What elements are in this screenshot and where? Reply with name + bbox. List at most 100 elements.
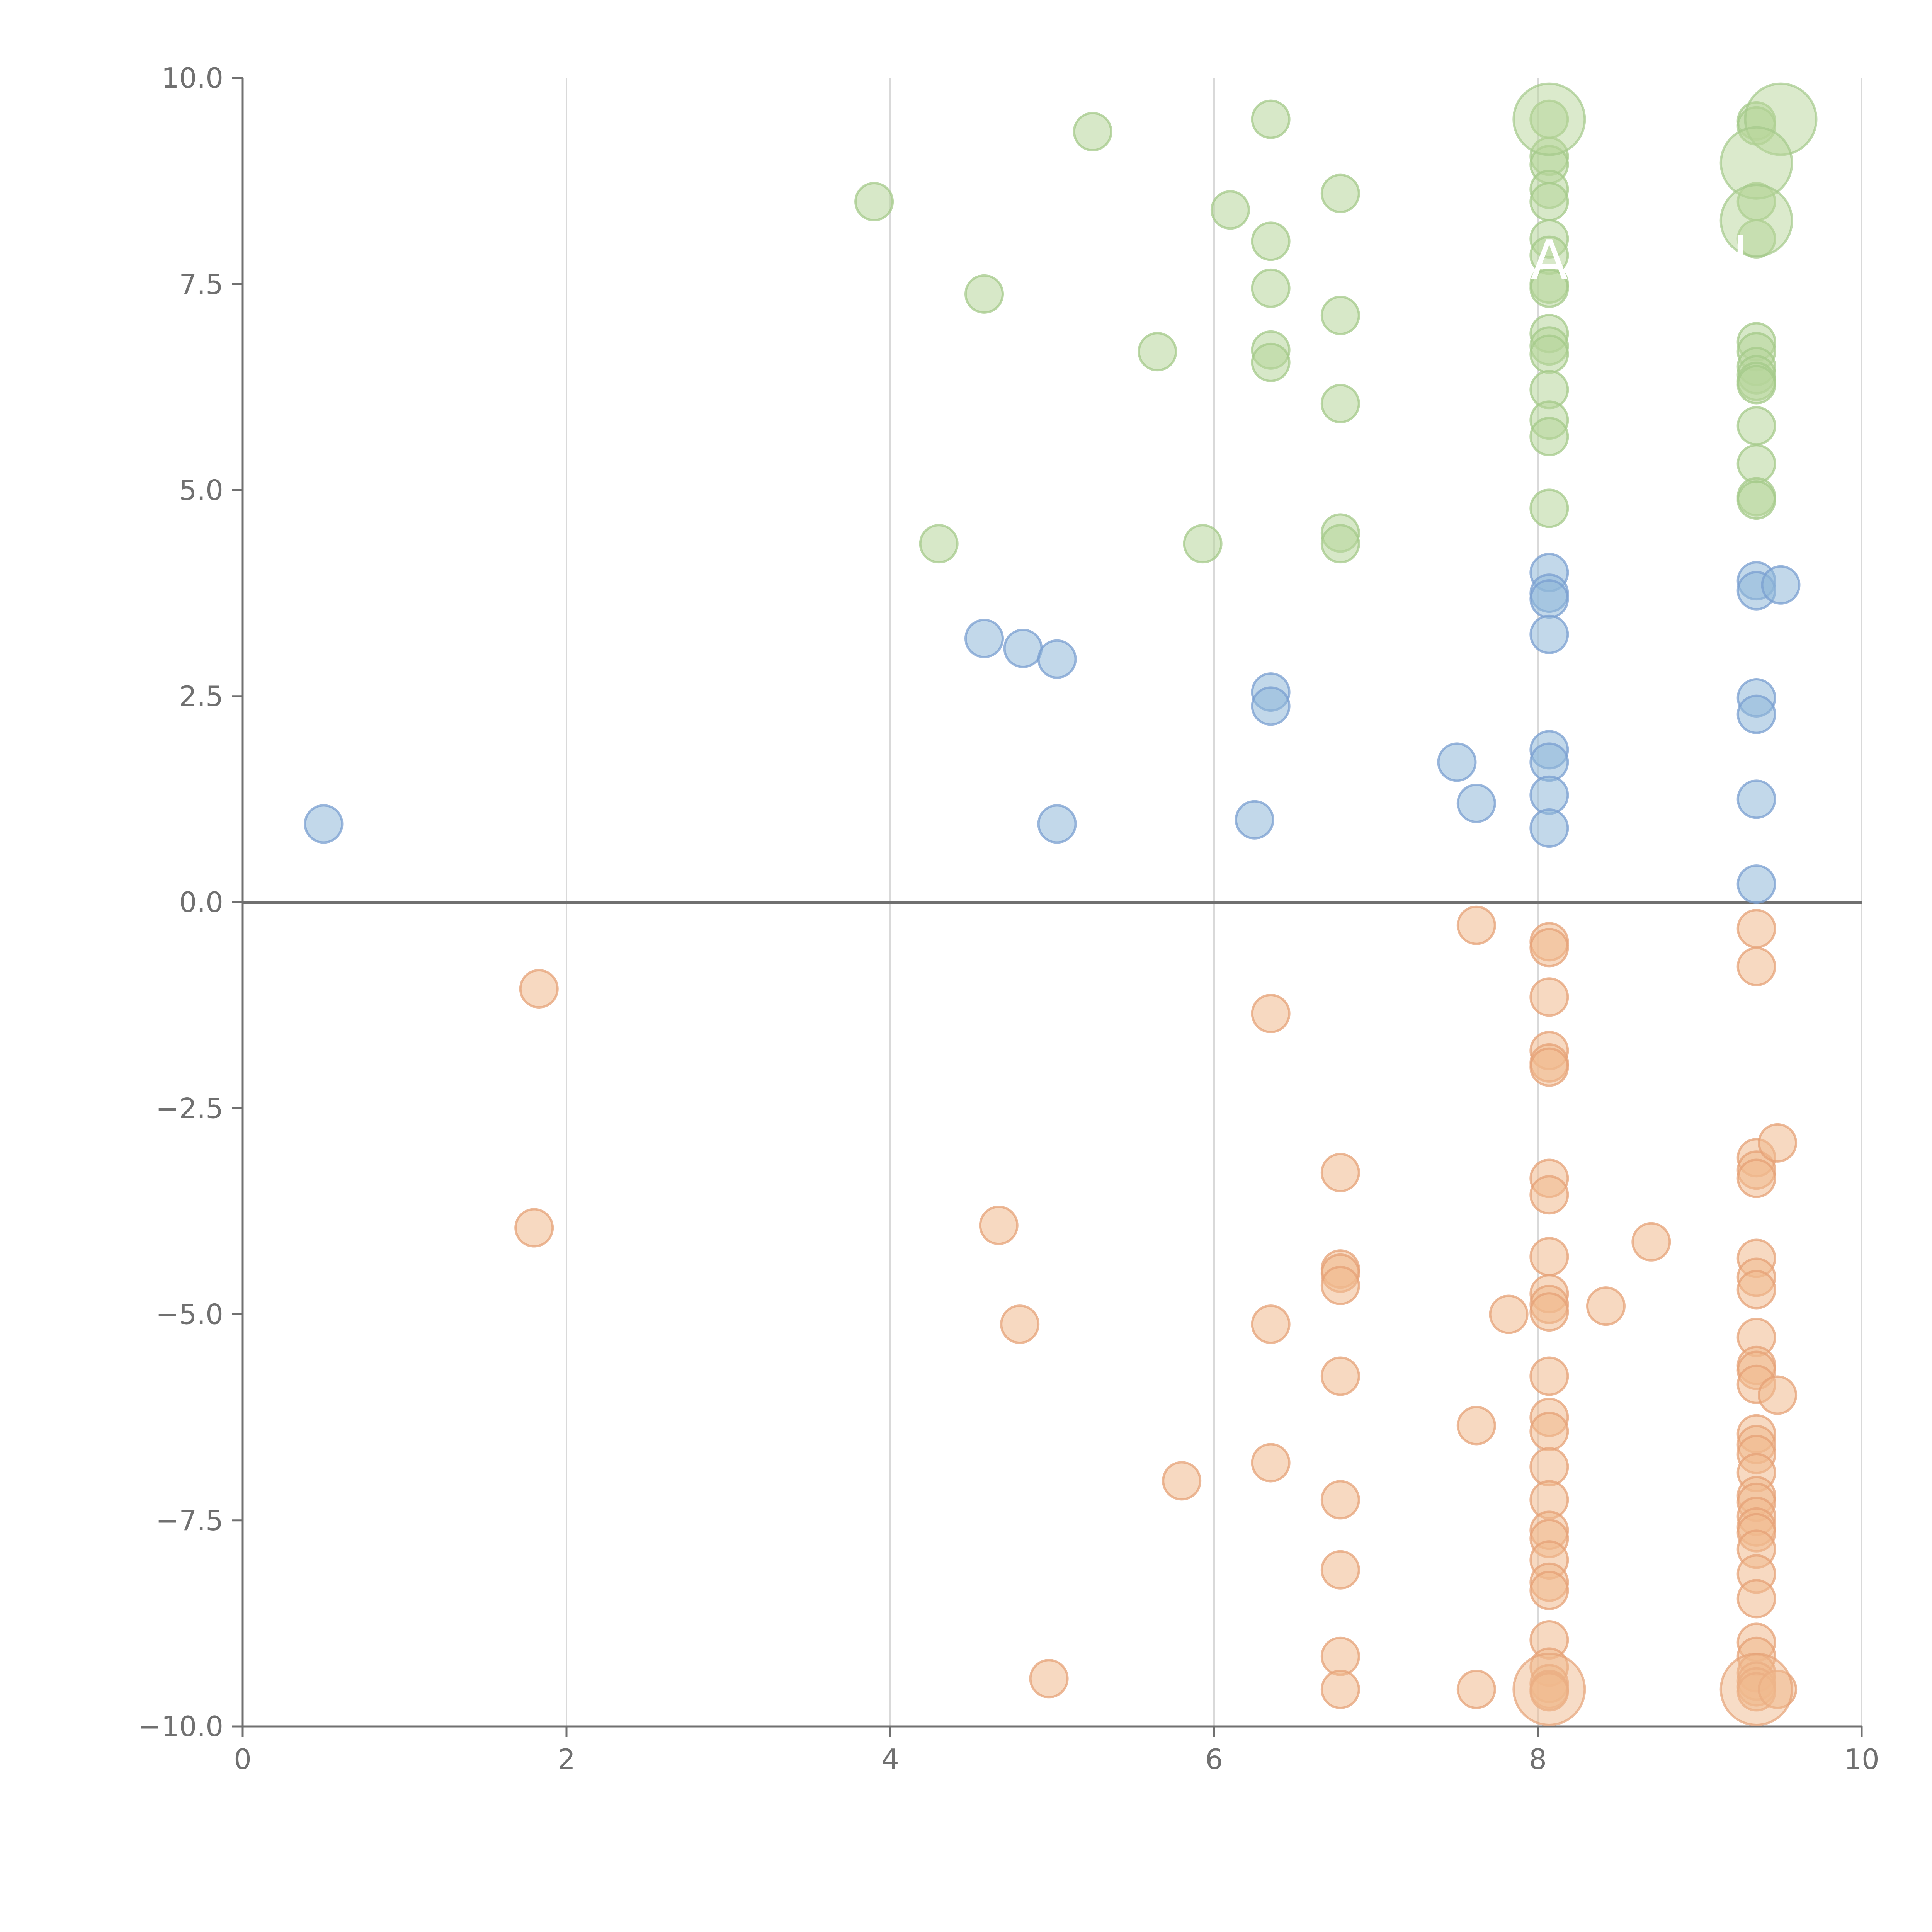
data-point — [1037, 639, 1077, 679]
data-point — [1437, 742, 1477, 782]
data-point — [1029, 1659, 1069, 1699]
data-point — [1529, 1237, 1569, 1277]
data-point — [1529, 1292, 1569, 1332]
large-data-point — [1719, 184, 1793, 258]
data-point — [1761, 565, 1801, 605]
data-point — [1529, 1175, 1569, 1215]
data-point — [1183, 524, 1223, 564]
data-point — [964, 619, 1004, 658]
data-point — [1736, 909, 1776, 949]
data-point — [964, 274, 1004, 314]
data-point — [1586, 1286, 1626, 1326]
data-point — [1235, 800, 1274, 840]
data-point — [1251, 342, 1291, 382]
y-tick-label: −7.5 — [156, 1504, 223, 1537]
data-point — [1251, 993, 1291, 1033]
data-point — [1736, 947, 1776, 986]
data-point — [1736, 1158, 1776, 1198]
data-point — [1251, 686, 1291, 726]
y-tick-label: 0.0 — [179, 886, 223, 918]
data-point — [1736, 1270, 1776, 1310]
data-point — [1210, 190, 1250, 230]
data-point — [1320, 1636, 1360, 1676]
x-tick-label: 2 — [558, 1743, 575, 1776]
x-tick-label: 4 — [881, 1743, 899, 1776]
data-point — [1320, 1265, 1360, 1305]
data-point — [1251, 1443, 1291, 1483]
data-point — [1456, 905, 1496, 945]
x-tick-label: 10 — [1844, 1743, 1879, 1776]
x-tick-label: 8 — [1529, 1743, 1547, 1776]
data-point — [1320, 384, 1360, 423]
data-point — [1251, 1304, 1291, 1344]
data-point — [1529, 488, 1569, 528]
data-point — [1320, 1356, 1360, 1396]
data-point — [1138, 332, 1177, 372]
data-point — [919, 524, 959, 564]
data-point — [1529, 334, 1569, 374]
annotation-label: A — [1531, 229, 1568, 292]
data-point — [1320, 1550, 1360, 1590]
data-point — [1251, 221, 1291, 261]
data-point — [1529, 977, 1569, 1017]
data-points — [304, 82, 1818, 1726]
data-point — [1529, 742, 1569, 782]
data-point — [1529, 268, 1569, 308]
axes: 0 2 4 6 8 10 10.0 7.5 5.0 2.5 0.0 −2.5 −5.0 −7.5 −10.0 — [138, 62, 1879, 1776]
data-point — [1736, 406, 1776, 446]
data-point — [1529, 1571, 1569, 1611]
data-point — [1736, 480, 1776, 520]
data-point — [1736, 1579, 1776, 1619]
data-point — [514, 1208, 554, 1248]
data-point — [1251, 99, 1291, 139]
large-data-point — [1512, 1653, 1586, 1726]
y-tick-label: −2.5 — [156, 1092, 223, 1124]
data-point — [1456, 1406, 1496, 1446]
data-point — [1003, 629, 1043, 668]
large-data-point — [1719, 1653, 1793, 1726]
y-tick-label: 10.0 — [162, 62, 223, 94]
large-data-point — [1512, 82, 1586, 156]
y-tick-label: 2.5 — [179, 680, 223, 713]
data-point — [1037, 804, 1077, 844]
data-point — [1456, 1670, 1496, 1709]
x-tick-label: 6 — [1205, 1743, 1223, 1776]
data-point — [1320, 1670, 1360, 1709]
data-point — [1736, 444, 1776, 484]
data-point — [1736, 694, 1776, 734]
y-tick-label: −5.0 — [156, 1298, 223, 1331]
data-point — [1529, 1356, 1569, 1396]
data-point — [1529, 1047, 1569, 1087]
y-tick-label: 7.5 — [179, 268, 223, 300]
data-point — [1320, 524, 1360, 564]
data-point — [1736, 365, 1776, 405]
data-point — [1529, 775, 1569, 815]
y-tick-label: −10.0 — [138, 1710, 223, 1743]
data-point — [1736, 779, 1776, 819]
x-tick-label: 0 — [234, 1743, 252, 1776]
data-point — [1529, 808, 1569, 848]
data-point — [1758, 1123, 1798, 1163]
data-point — [1456, 784, 1496, 823]
data-point — [1529, 182, 1569, 221]
data-point — [1320, 1480, 1360, 1520]
annotation-label: I — [1732, 225, 1748, 288]
data-point — [1251, 268, 1291, 308]
data-point — [1529, 1447, 1569, 1487]
data-point — [1489, 1294, 1529, 1334]
data-point — [1529, 579, 1569, 619]
data-point — [1000, 1304, 1040, 1344]
data-point — [1529, 417, 1569, 456]
data-point — [519, 969, 559, 1009]
data-point — [1631, 1222, 1671, 1262]
data-point — [1073, 112, 1112, 151]
data-point — [1320, 173, 1360, 213]
data-point — [1320, 1153, 1360, 1192]
data-point — [1162, 1461, 1202, 1501]
data-point — [1736, 864, 1776, 904]
data-point — [304, 804, 344, 844]
data-point — [1758, 1375, 1798, 1415]
data-point — [1529, 928, 1569, 968]
